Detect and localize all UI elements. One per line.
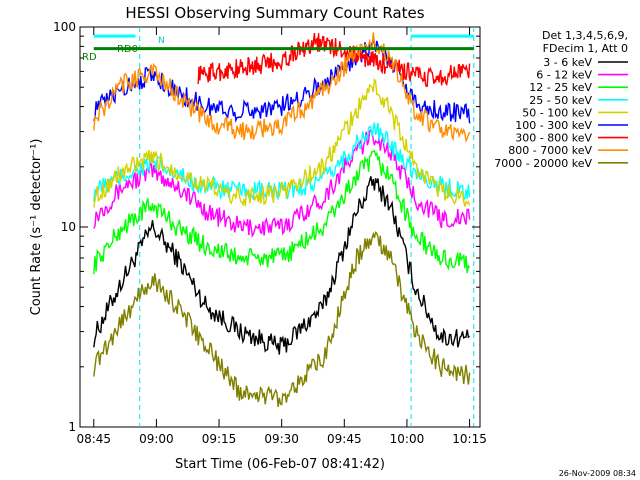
x-tick-label: 09:45 [327, 432, 362, 446]
annotation-n: N [158, 36, 165, 46]
y-tick-label: 100 [53, 20, 76, 34]
legend-header-line-1: Det 1,3,4,5,6,9, [542, 29, 628, 42]
legend-label: 300 - 800 keV [515, 132, 592, 145]
y-tick-label: 10 [61, 220, 76, 234]
series-line-300-800-kev [197, 33, 471, 88]
x-tick-label: 09:00 [139, 432, 174, 446]
chart-title: HESSI Observing Summary Count Rates [125, 4, 424, 22]
legend-label: 3 - 6 keV [543, 56, 592, 69]
legend-label: 800 - 7000 keV [508, 144, 592, 157]
footer-date: 26-Nov-2009 08:34 [559, 469, 636, 478]
x-tick-label: 08:45 [76, 432, 111, 446]
x-tick-label: 10:00 [390, 432, 425, 446]
legend-label: 100 - 300 keV [515, 119, 592, 132]
x-tick-label: 10:15 [452, 432, 487, 446]
x-tick-label: 09:30 [264, 432, 299, 446]
legend-label: 6 - 12 keV [536, 69, 592, 82]
series-line-3-6-kev [93, 176, 471, 355]
x-axis-label: Start Time (06-Feb-07 08:41:42) [175, 457, 385, 472]
series-line-50-100-kev [93, 77, 471, 208]
series-line-800-7000-kev [93, 32, 471, 143]
annotation-rd0: RD0 [117, 44, 138, 55]
series-line-6-12-kev [93, 128, 471, 238]
series-line-7000-20000-kev [93, 231, 471, 407]
series-line-12-25-kev [93, 149, 471, 275]
x-tick-label: 09:15 [202, 432, 237, 446]
legend-header-line-2: FDecim 1, Att 0 [543, 42, 628, 55]
y-axis-label: Count Rate (s⁻¹ detector⁻¹) [29, 139, 44, 316]
legend-label: 50 - 100 keV [522, 106, 592, 119]
legend-label: 12 - 25 keV [529, 81, 592, 94]
legend-label: 7000 - 20000 keV [494, 157, 592, 170]
annotation-rd: RD [82, 52, 97, 63]
legend-label: 25 - 50 keV [529, 94, 592, 107]
axes-ticks: 08:45 09:00 09:15 09:30 09:45 10:00 10:15 1 10 10… [53, 20, 487, 446]
y-tick-label: 1 [68, 420, 76, 434]
plot-area [93, 27, 475, 427]
